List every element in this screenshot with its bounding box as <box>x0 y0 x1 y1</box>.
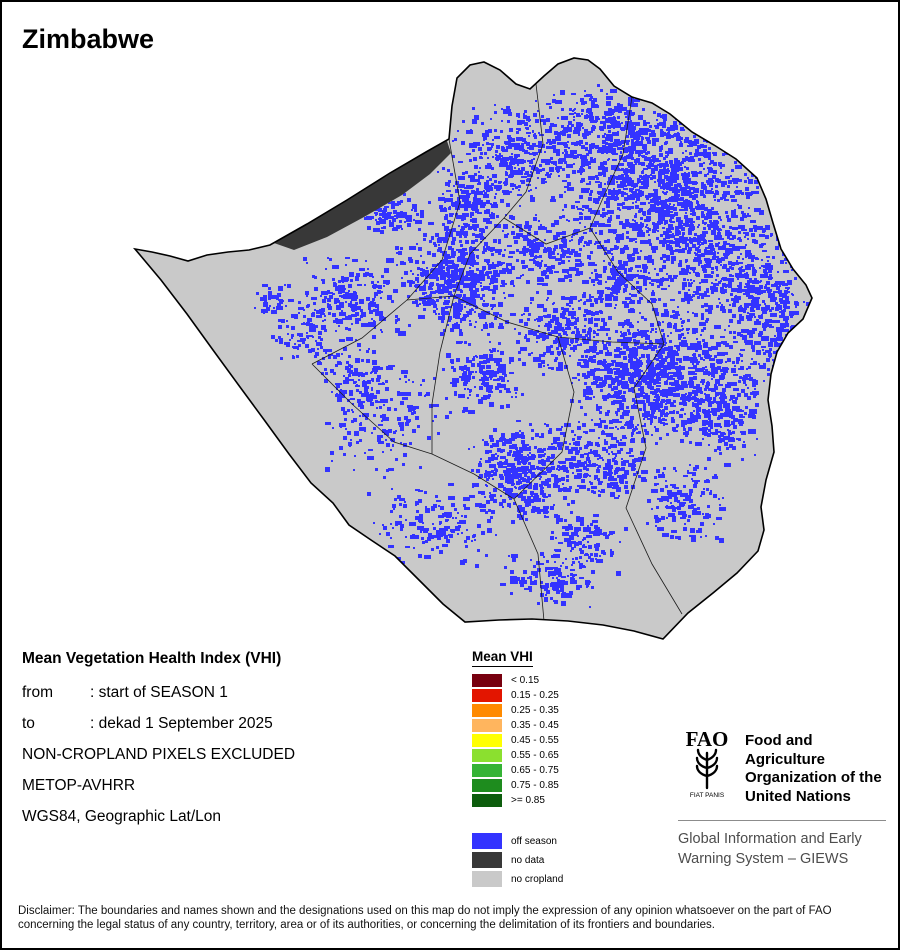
legend-extra-rows: off season no data no cropland <box>472 833 563 887</box>
legend-row: 0.15 - 0.25 <box>472 689 563 702</box>
legend-row: off season <box>472 833 563 849</box>
legend-swatch <box>472 794 502 807</box>
legend-title: Mean VHI <box>472 649 533 667</box>
info-from: from : start of SEASON 1 <box>22 684 295 703</box>
legend-swatch <box>472 719 502 732</box>
legend-row: 0.65 - 0.75 <box>472 764 563 777</box>
disclaimer-text: Disclaimer: The boundaries and names sho… <box>18 905 832 931</box>
fao-block: FAO FIAT PANIS Food and Agriculture Orga… <box>678 726 886 869</box>
legend-row: < 0.15 <box>472 674 563 687</box>
fao-identity: FAO FIAT PANIS Food and Agriculture Orga… <box>678 726 886 806</box>
legend-class-rows: < 0.15 0.15 - 0.25 0.25 - 0.35 0.35 - 0.45 0… <box>472 674 563 807</box>
info-noncropland: NON-CROPLAND PIXELS EXCLUDED <box>22 746 296 763</box>
legend-label: 0.25 - 0.35 <box>511 705 559 716</box>
info-projection: WGS84, Geographic Lat/Lon <box>22 808 222 825</box>
legend-row: >= 0.85 <box>472 794 563 807</box>
legend-row: no data <box>472 852 563 868</box>
fao-name: Food and Agriculture Organization of the… <box>745 726 886 806</box>
legend-row: 0.45 - 0.55 <box>472 734 563 747</box>
district-boundaries <box>311 83 683 622</box>
legend-swatch <box>472 764 502 777</box>
to-value: : dekad 1 September 2025 <box>90 715 273 732</box>
legend-swatch <box>472 749 502 762</box>
legend-row: no cropland <box>472 871 563 887</box>
fao-logo-icon: FAO FIAT PANIS <box>686 727 729 799</box>
fao-motto: FIAT PANIS <box>690 792 725 799</box>
legend-label: >= 0.85 <box>511 795 545 806</box>
giews-line: Warning System – GIEWS <box>678 850 849 867</box>
page-title: Zimbabwe <box>22 24 155 54</box>
info-to: to : dekad 1 September 2025 <box>22 715 295 734</box>
vhi-legend: Mean VHI < 0.15 0.15 - 0.25 0.25 - 0.35 0.3… <box>472 648 563 890</box>
legend-row: 0.35 - 0.45 <box>472 719 563 732</box>
lake-kariba-no-data <box>274 141 451 250</box>
legend-label: 0.45 - 0.55 <box>511 735 559 746</box>
fao-name-line: Food and Agriculture <box>745 732 826 768</box>
legend-swatch <box>472 871 502 887</box>
legend-label: 0.35 - 0.45 <box>511 720 559 731</box>
map-info-block: Mean Vegetation Health Index (VHI) from:… <box>22 650 295 839</box>
giews-line: Global Information and Early <box>678 831 862 847</box>
legend-label: no data <box>511 854 545 866</box>
to-label: to <box>22 715 35 732</box>
legend-swatch <box>472 674 502 687</box>
legend-label: 0.75 - 0.85 <box>511 780 559 791</box>
legend-label: 0.15 - 0.25 <box>511 690 559 701</box>
legend-swatch <box>472 852 502 868</box>
fao-acronym: FAO <box>686 727 729 751</box>
legend-label: 0.65 - 0.75 <box>511 765 559 776</box>
legend-swatch <box>472 689 502 702</box>
fao-name-line: Organization of the <box>745 769 882 786</box>
from-value: : start of SEASON 1 <box>90 684 228 701</box>
vhi-heading: Mean Vegetation Health Index (VHI) <box>22 650 282 667</box>
legend-swatch <box>472 833 502 849</box>
legend-label: 0.55 - 0.65 <box>511 750 559 761</box>
info-sensor: METOP-AVHRR <box>22 777 136 794</box>
wheat-ear-icon <box>695 748 719 790</box>
legend-swatch <box>472 734 502 747</box>
legend-label: < 0.15 <box>511 675 540 686</box>
legend-label: off season <box>511 835 557 847</box>
fao-name-line: United Nations <box>745 787 851 805</box>
legend-row: 0.75 - 0.85 <box>472 779 563 792</box>
giews-caption: Global Information and Early Warning Sys… <box>678 830 886 869</box>
legend-swatch <box>472 704 502 717</box>
legend-label: no cropland <box>511 873 564 885</box>
divider-line <box>678 820 886 821</box>
off-season-pixels <box>254 84 811 608</box>
legend-row: 0.55 - 0.65 <box>472 749 563 762</box>
legend-row: 0.25 - 0.35 <box>472 704 563 717</box>
legend-swatch <box>472 779 502 792</box>
from-label: from <box>22 684 53 701</box>
country-outline <box>132 57 813 640</box>
